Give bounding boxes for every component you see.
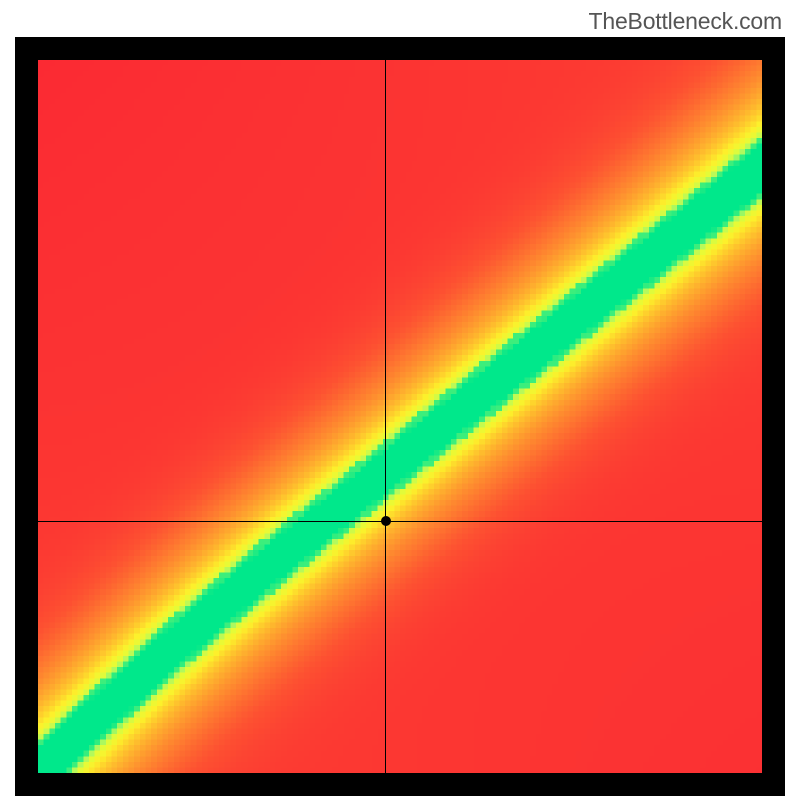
crosshair-horizontal bbox=[38, 521, 762, 522]
attribution-label: TheBottleneck.com bbox=[589, 8, 782, 35]
crosshair-vertical bbox=[385, 60, 386, 773]
bottleneck-heatmap bbox=[38, 60, 762, 773]
marker-point bbox=[381, 516, 391, 526]
chart-container: TheBottleneck.com bbox=[0, 0, 800, 800]
